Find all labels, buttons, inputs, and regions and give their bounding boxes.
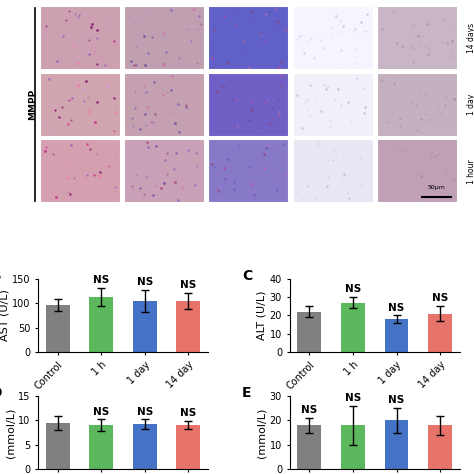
Text: NS: NS [93, 275, 109, 285]
Y-axis label: (mmol/L): (mmol/L) [5, 408, 15, 458]
Bar [124, 73, 205, 137]
Bar [341, 302, 365, 352]
Bar [176, 425, 201, 469]
Text: D: D [0, 386, 2, 400]
Bar [428, 425, 452, 469]
Text: E: E [242, 386, 252, 400]
Text: NS: NS [345, 284, 361, 294]
Bar [377, 73, 458, 137]
Bar [124, 6, 205, 70]
Y-axis label: ALT (U/L): ALT (U/L) [257, 291, 267, 340]
Bar [293, 139, 374, 203]
Bar [377, 139, 458, 203]
Bar [46, 305, 70, 352]
Bar [293, 73, 374, 137]
Bar [46, 423, 70, 469]
Text: NS: NS [137, 407, 153, 417]
Bar [293, 6, 374, 70]
Bar [428, 314, 452, 352]
Bar [209, 73, 289, 137]
Text: NS: NS [93, 407, 109, 417]
Y-axis label: (mmol/L): (mmol/L) [257, 408, 267, 458]
Bar [89, 297, 113, 352]
Bar [209, 6, 289, 70]
Bar [297, 312, 321, 352]
Text: B: B [0, 269, 1, 283]
Text: NS: NS [301, 405, 318, 415]
Text: NS: NS [180, 409, 196, 419]
Bar [341, 425, 365, 469]
Text: 14 days: 14 days [466, 23, 474, 53]
Bar [384, 420, 409, 469]
Bar [40, 6, 120, 70]
Text: NS: NS [345, 393, 361, 403]
Y-axis label: AST (U/L): AST (U/L) [0, 290, 9, 341]
Bar [209, 139, 289, 203]
Bar [124, 139, 205, 203]
Text: NS: NS [137, 277, 153, 287]
Text: C: C [242, 269, 252, 283]
Bar [40, 73, 120, 137]
Bar [176, 301, 201, 352]
Bar [384, 319, 409, 352]
Bar [133, 301, 157, 352]
Bar [297, 425, 321, 469]
Text: 1 day: 1 day [466, 94, 474, 115]
Bar [89, 425, 113, 469]
Bar [40, 139, 120, 203]
Text: NS: NS [180, 280, 196, 290]
Text: MMPP: MMPP [28, 89, 37, 120]
Bar [377, 6, 458, 70]
Text: 1 hour: 1 hour [466, 159, 474, 184]
Text: NS: NS [388, 395, 405, 405]
Text: 50μm: 50μm [428, 185, 446, 190]
Text: NS: NS [388, 302, 405, 312]
Text: NS: NS [432, 293, 448, 303]
Bar [133, 424, 157, 469]
